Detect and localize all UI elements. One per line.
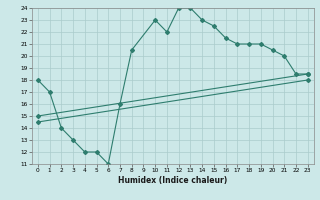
X-axis label: Humidex (Indice chaleur): Humidex (Indice chaleur) [118,176,228,185]
